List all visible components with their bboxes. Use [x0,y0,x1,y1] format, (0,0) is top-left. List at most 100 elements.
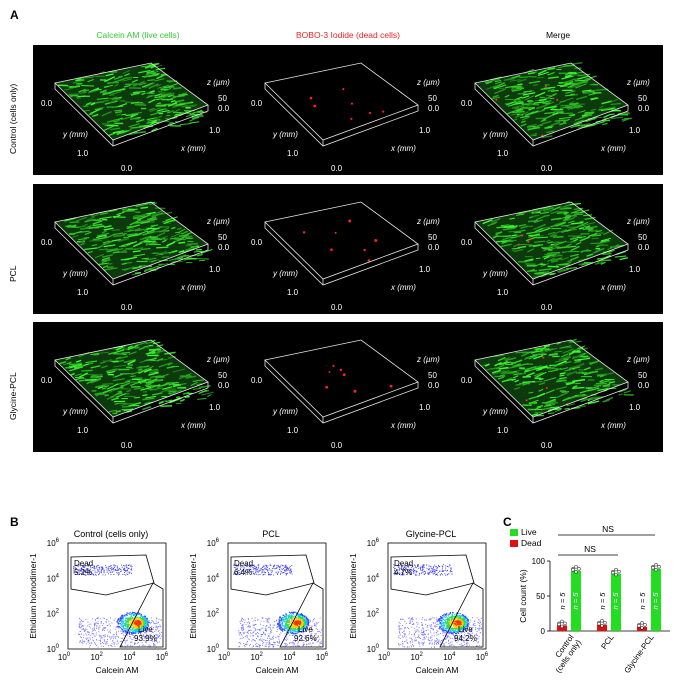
axis-z-0: 0.0 [428,243,440,252]
dead-gate-label: Dead [234,559,253,568]
y-tick-label: 102 [47,609,60,619]
axis-x-end: 1.0 [629,403,641,412]
replicate-dot [561,620,564,623]
live-gate-label: Live [298,625,313,634]
axis-z-0: 0.0 [428,104,440,113]
axis-x-start: 0.0 [121,303,133,312]
y-tick-label: 100 [532,557,546,566]
row-label-control: Control (cells only) [8,84,18,154]
axis-z-label: z (µm) [416,355,440,364]
x-tick-label: 104 [283,652,296,662]
axis-z-50: 50 [218,371,227,380]
dead-cell-dots [303,219,377,261]
axis-z-0: 0.0 [218,104,230,113]
axis-y-end: 1.0 [77,426,89,435]
replicate-dot [612,571,615,574]
row-label-pcl: PCL [8,265,18,282]
axis-x-end: 1.0 [629,265,641,274]
axis-x-start: 0.0 [541,303,553,312]
axis-z-0: 0.0 [638,104,650,113]
significance-label-outer: NS [602,525,614,534]
axis-z-label: z (µm) [206,78,230,87]
axis-y-start: 0.0 [41,238,53,247]
axis-x-end: 1.0 [419,265,431,274]
axis-y-label: y (mm) [272,130,298,139]
col-title-live: Calcein AM (live cells) [33,30,243,40]
x-category-label: Glycine-PCL [623,633,656,675]
axis-y-start: 0.0 [41,376,53,385]
replicate-dot [652,566,655,569]
x-category-label: Control(cells only) [546,633,583,675]
tissue-surface [475,63,628,140]
axis-z-50: 50 [428,94,437,103]
x-tick-label: 106 [156,652,169,662]
axis-x-end: 1.0 [419,126,431,135]
dead-gate-label: Dead [74,559,93,568]
replicate-dot [655,563,658,566]
dead-gate-label: Dead [394,559,413,568]
axis-y-start: 0.0 [251,99,263,108]
flow-plot-title: PCL [262,529,280,539]
axis-x-start: 0.0 [121,164,133,173]
axis-y-label: y (mm) [272,407,298,416]
col-title-merge: Merge [453,30,663,40]
y-axis-label: Ethidium homodimer-1 [348,553,358,639]
axis-y-end: 1.0 [497,426,509,435]
axis-y-label: y (mm) [272,269,298,278]
axis-x-label: x (mm) [600,283,626,292]
y-tick-label: 0 [541,627,546,636]
axis-y-end: 1.0 [287,288,299,297]
axis-y-start: 0.0 [41,99,53,108]
dead-cell-dots [325,365,392,393]
panel-a-letter: A [10,8,19,22]
x-tick-label: 102 [411,652,424,662]
axis-x-start: 0.0 [331,164,343,173]
x-axis-label: Calcein AM [416,665,459,675]
n-label-dead: n = 5 [638,592,647,610]
axis-x-end: 1.0 [209,126,221,135]
replicate-dot [575,570,578,573]
axis-z-50: 50 [428,371,437,380]
legend-label-live: Live [521,527,537,537]
x-tick-label: 104 [123,652,136,662]
x-tick-label: 100 [378,652,391,662]
replicate-dot [655,568,658,571]
y-axis-label: Ethidium homodimer-1 [28,553,38,639]
y-tick-label: 102 [207,609,220,619]
axis-x-label: x (mm) [180,283,206,292]
dead-cell-dots [310,88,385,120]
axis-z-0: 0.0 [428,381,440,390]
replicate-dot [561,625,564,628]
axis-x-end: 1.0 [209,265,221,274]
y-tick-label: 104 [367,573,380,583]
axis-y-end: 1.0 [497,149,509,158]
axis-y-start: 0.0 [251,238,263,247]
axis-x-label: x (mm) [390,421,416,430]
row-label-glycine: Glycine-PCL [8,372,18,420]
x-tick-label: 104 [443,652,456,662]
y-axis-label: Ethidium homodimer-1 [188,553,198,639]
y-tick-label: 50 [536,592,545,601]
axis-y-end: 1.0 [497,288,509,297]
axis-y-start: 0.0 [461,376,473,385]
axis-y-label: y (mm) [482,407,508,416]
axis-z-50: 50 [638,233,647,242]
axis-x-label: x (mm) [180,421,206,430]
col-title-dead: BOBO-3 Iodide (dead cells) [243,30,453,40]
x-axis-label: Calcein AM [256,665,299,675]
replicate-dot [558,623,561,626]
replicate-dot [575,565,578,568]
x-tick-label: 100 [58,652,71,662]
y-tick-label: 106 [207,538,220,548]
x-category-label: PCL [599,633,616,651]
replicate-dot [601,619,604,622]
